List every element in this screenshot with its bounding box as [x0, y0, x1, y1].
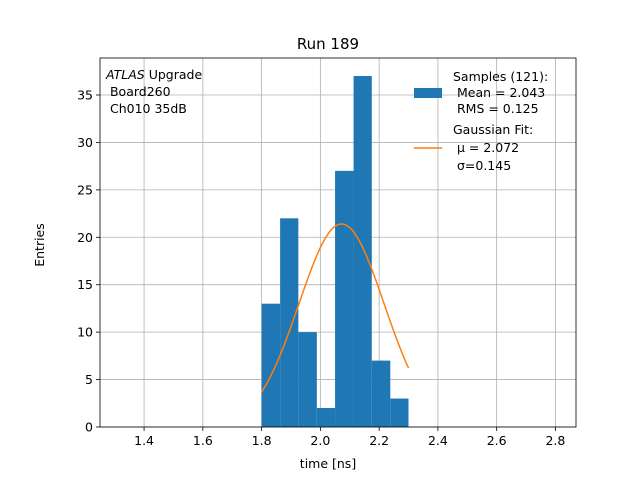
x-tick-label: 2.0 — [310, 433, 330, 448]
x-tick-label: 2.6 — [487, 433, 507, 448]
y-tick-label: 5 — [85, 372, 93, 387]
legend-fit-mu: μ = 2.072 — [453, 140, 519, 155]
legend-samples-mean: Mean = 2.043 — [453, 85, 545, 100]
y-tick-label: 10 — [77, 325, 93, 340]
y-tick-label: 15 — [77, 277, 93, 292]
y-tick-label: 0 — [85, 420, 93, 435]
y-tick-label: 20 — [77, 230, 93, 245]
y-tick-label: 30 — [77, 135, 93, 150]
fit-layer — [260, 223, 410, 393]
gaussian-fit-line — [260, 223, 410, 393]
x-tick-label: 1.8 — [252, 433, 272, 448]
histogram-bar — [261, 303, 281, 427]
annotation-experiment: ATLAS — [105, 67, 145, 82]
x-axis-label: time [ns] — [300, 456, 356, 471]
histogram-bar — [371, 360, 391, 427]
chart-title: Run 189 — [297, 35, 359, 53]
x-tick-label: 2.2 — [369, 433, 389, 448]
histogram-bar — [390, 398, 409, 427]
legend: Samples (121): Mean = 2.043 RMS = 0.125 … — [414, 69, 548, 173]
plot-frame — [99, 57, 577, 428]
histogram-bar — [316, 408, 336, 427]
histogram-bar — [298, 332, 317, 427]
legend-samples-rms: RMS = 0.125 — [453, 101, 539, 116]
y-axis-label: Entries — [32, 223, 47, 267]
annotation-line-2: Board260 — [106, 84, 171, 99]
histogram-bar — [335, 170, 354, 427]
annotation-box: ATLAS Upgrade Board260 Ch010 35dB — [105, 67, 202, 116]
x-tick-label: 2.4 — [428, 433, 448, 448]
annotation-line-3: Ch010 35dB — [106, 101, 187, 116]
annotation-line-1: ATLAS Upgrade — [105, 67, 202, 82]
y-tick-label: 25 — [77, 182, 93, 197]
histogram-bar — [280, 218, 299, 427]
y-tick-label: 35 — [77, 87, 93, 102]
legend-fit-title: Gaussian Fit: — [453, 122, 533, 137]
x-tick-label: 2.8 — [545, 433, 565, 448]
x-tick-label: 1.4 — [134, 433, 154, 448]
histogram-bar — [353, 76, 372, 428]
bars-layer — [261, 76, 409, 428]
legend-samples-swatch — [414, 88, 442, 98]
legend-samples-title: Samples (121): — [453, 69, 548, 84]
annotation-upgrade: Upgrade — [145, 67, 203, 82]
ticks-layer: 1.4 1.6 1.8 2.0 2.2 2.4 2.6 2.8 0 5 10 15 20 25 30 35 — [77, 87, 565, 448]
x-tick-label: 1.6 — [193, 433, 213, 448]
legend-fit-sigma: σ=0.145 — [453, 158, 511, 173]
